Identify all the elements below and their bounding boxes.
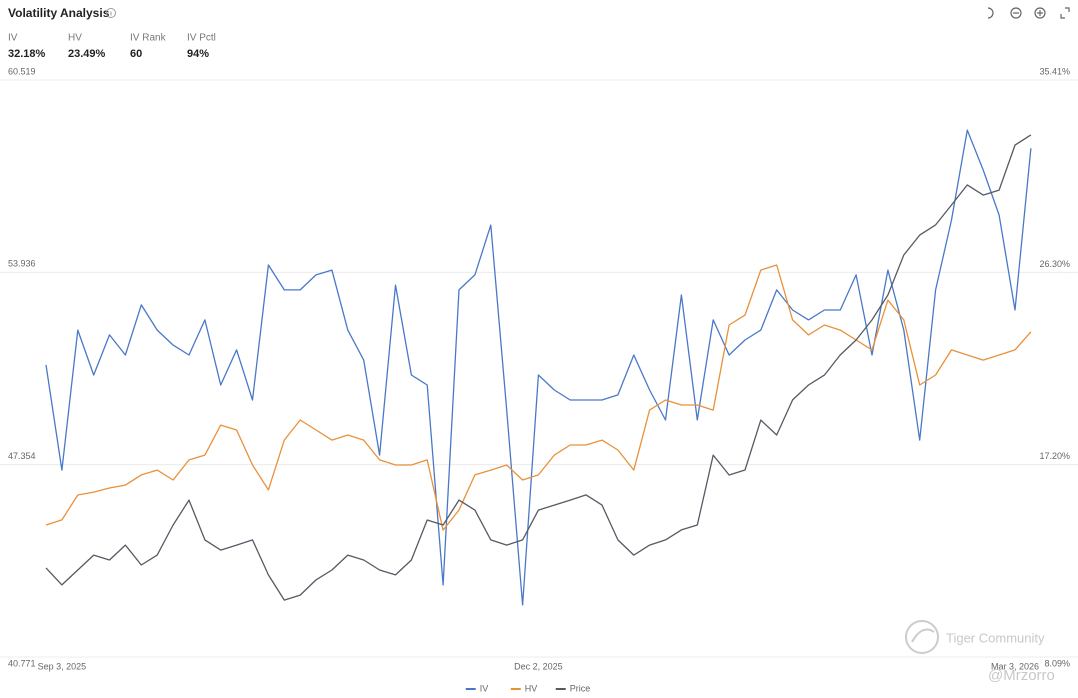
legend-label: Price [570, 683, 591, 693]
stat-value: 32.18% [8, 48, 46, 60]
stat-label: IV Pctl [187, 33, 216, 44]
y2-tick-label: 26.30% [1039, 259, 1070, 269]
plot-area: 40.771 47.354 53.936 60.519 8.09% 17.20% 26.30… [0, 66, 1078, 693]
x-tick-label: Dec 2, 2025 [514, 661, 563, 671]
y2-tick-label: 35.41% [1039, 66, 1070, 76]
panel-title: Volatility Analysis [8, 6, 110, 20]
stat-value: 23.49% [68, 48, 106, 60]
reset-button[interactable] [987, 7, 994, 19]
legend-label: HV [525, 683, 538, 693]
x-tick-label: Mar 3, 2026 [991, 661, 1039, 671]
series-line [45, 134, 1032, 601]
series-line [45, 264, 1032, 531]
series-line [45, 129, 1032, 606]
stat-value: 60 [130, 48, 142, 60]
zoom-in-button[interactable] [1034, 7, 1046, 19]
watermark-brand: Tiger Community [946, 630, 1045, 645]
x-tick-label: Sep 3, 2025 [38, 661, 87, 671]
expand-button[interactable] [1060, 7, 1070, 19]
y-tick-label: 47.354 [8, 451, 36, 461]
zoom-out-button[interactable] [1010, 7, 1022, 19]
y-tick-label: 40.771 [8, 658, 36, 668]
stat-value: 94% [187, 48, 209, 60]
legend-label: IV [480, 683, 489, 693]
y2-tick-label: 8.09% [1044, 658, 1070, 668]
y-tick-label: 53.936 [8, 259, 36, 269]
y2-tick-label: 17.20% [1039, 451, 1070, 461]
watermark: Tiger Community @Mrzorro [905, 620, 1055, 684]
stat-label: HV [68, 33, 82, 44]
info-icon[interactable] [106, 8, 116, 18]
stat-label: IV [8, 33, 18, 44]
y-tick-label: 60.519 [8, 66, 36, 76]
watermark-handle: @Mrzorro [988, 667, 1055, 684]
stat-label: IV Rank [130, 33, 167, 44]
